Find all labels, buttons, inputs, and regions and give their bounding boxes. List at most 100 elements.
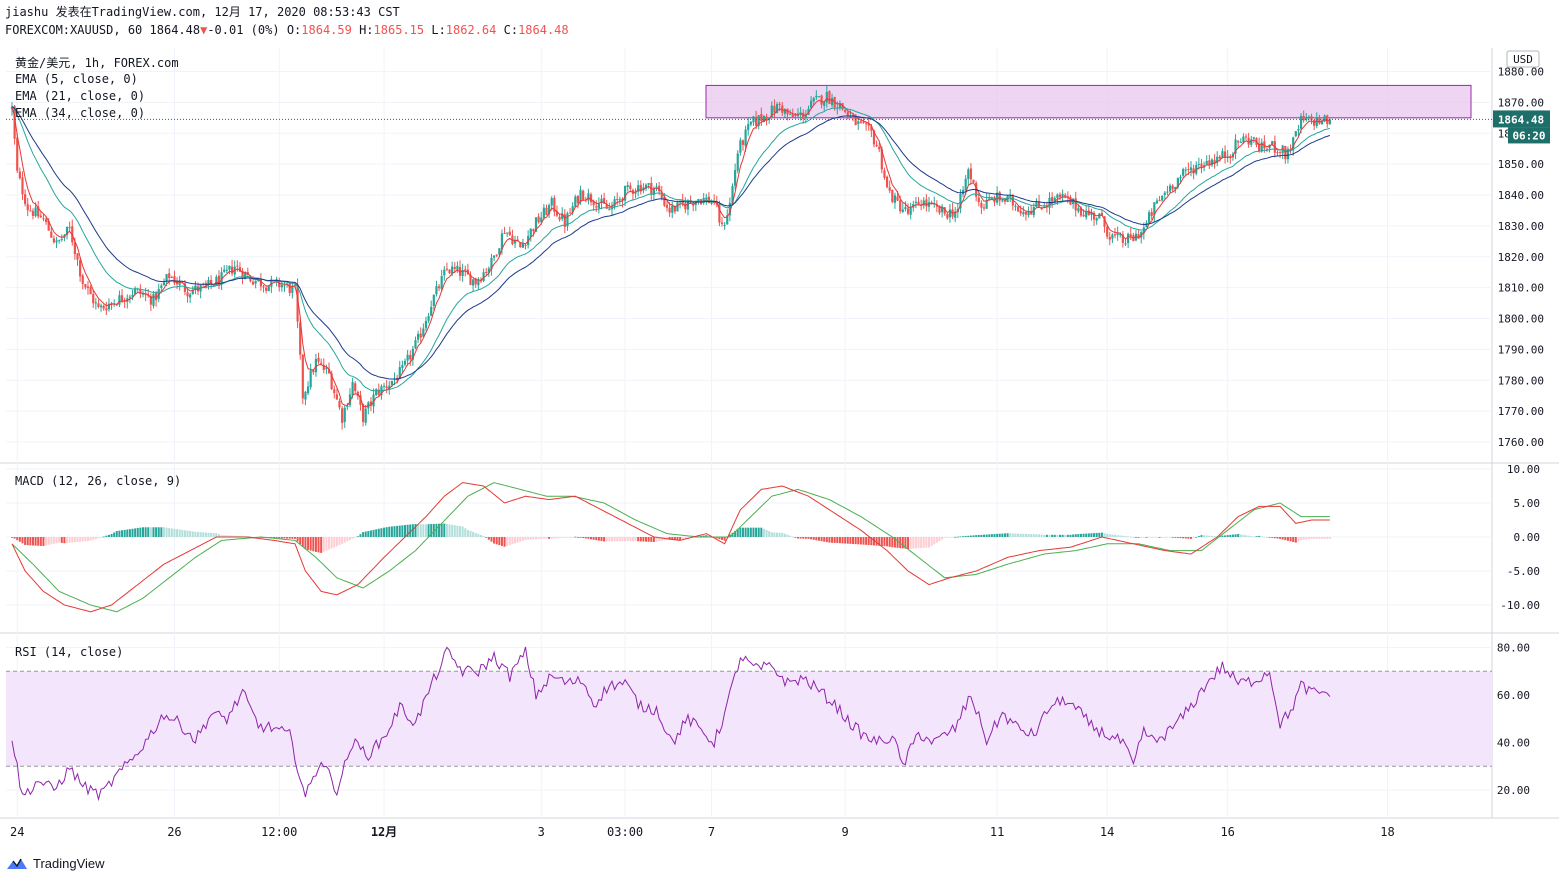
candle-body[interactable] (443, 269, 446, 276)
candle-body[interactable] (487, 268, 490, 273)
candle-body[interactable] (430, 306, 433, 316)
candle-body[interactable] (495, 254, 498, 256)
candle-body[interactable] (1061, 193, 1064, 197)
candle-body[interactable] (503, 232, 506, 234)
candle-body[interactable] (1271, 141, 1274, 145)
candle-body[interactable] (985, 199, 988, 209)
candle-body[interactable] (1155, 200, 1159, 204)
candle-body[interactable] (411, 348, 414, 360)
candle-body[interactable] (474, 278, 477, 285)
candle-body[interactable] (820, 95, 823, 105)
candle-body[interactable] (343, 407, 346, 422)
candle-body[interactable] (878, 146, 881, 150)
candle-body[interactable] (58, 239, 61, 241)
candle-body[interactable] (807, 108, 810, 115)
candle-body[interactable] (1082, 214, 1085, 217)
candle-body[interactable] (330, 373, 333, 390)
candle-body[interactable] (875, 144, 878, 147)
candle-body[interactable] (1315, 117, 1318, 126)
candle-body[interactable] (867, 123, 870, 126)
candle-body[interactable] (883, 170, 886, 178)
candle-body[interactable] (1299, 115, 1303, 129)
candle-body[interactable] (1258, 144, 1261, 151)
candle-body[interactable] (1184, 169, 1187, 171)
candle-body[interactable] (73, 242, 76, 255)
candle-body[interactable] (134, 288, 137, 295)
candle-body[interactable] (783, 109, 786, 114)
candle-body[interactable] (988, 198, 991, 201)
candle-body[interactable] (1001, 200, 1004, 202)
candle-body[interactable] (490, 257, 493, 270)
candle-body[interactable] (291, 285, 294, 293)
candle-body[interactable] (24, 194, 27, 204)
candle-body[interactable] (338, 400, 341, 408)
candle-body[interactable] (1098, 213, 1101, 219)
candle-body[interactable] (68, 227, 71, 229)
candle-body[interactable] (306, 386, 310, 394)
candle-body[interactable] (663, 196, 666, 206)
candle-body[interactable] (39, 215, 42, 218)
candle-body[interactable] (872, 130, 876, 145)
candle-body[interactable] (969, 168, 973, 180)
candle-body[interactable] (217, 275, 221, 286)
candle-body[interactable] (99, 305, 103, 308)
candle-body[interactable] (21, 177, 24, 195)
candle-body[interactable] (1305, 117, 1308, 121)
candle-body[interactable] (1051, 197, 1054, 202)
candle-body[interactable] (896, 196, 899, 201)
candle-body[interactable] (810, 100, 813, 108)
candle-body[interactable] (917, 201, 920, 206)
candle-body[interactable] (558, 216, 561, 220)
candle-body[interactable] (1161, 195, 1164, 201)
candle-body[interactable] (207, 280, 210, 286)
candle-body[interactable] (1176, 177, 1179, 188)
candle-body[interactable] (762, 115, 766, 123)
candle-body[interactable] (1174, 186, 1177, 190)
candle-body[interactable] (372, 394, 375, 407)
candle-body[interactable] (597, 204, 600, 209)
candle-body[interactable] (1276, 152, 1279, 154)
candle-body[interactable] (817, 96, 821, 98)
candle-body[interactable] (89, 287, 92, 295)
candle-body[interactable] (980, 202, 983, 208)
candle-body[interactable] (778, 103, 781, 105)
candle-body[interactable] (529, 228, 532, 237)
candle-body[interactable] (909, 207, 912, 215)
candle-body[interactable] (317, 357, 320, 362)
candle-body[interactable] (927, 202, 931, 207)
candle-body[interactable] (47, 220, 50, 231)
candle-body[interactable] (1100, 212, 1104, 216)
candle-body[interactable] (901, 209, 904, 212)
candle-body[interactable] (1119, 234, 1122, 236)
candle-body[interactable] (1260, 142, 1263, 152)
candle-body[interactable] (79, 260, 82, 277)
candle-body[interactable] (403, 360, 407, 365)
candle-body[interactable] (369, 401, 373, 406)
candle-body[interactable] (1182, 169, 1185, 176)
candle-body[interactable] (1192, 168, 1195, 174)
candle-body[interactable] (1168, 185, 1172, 192)
candle-body[interactable] (925, 199, 928, 207)
candle-body[interactable] (684, 203, 687, 210)
candle-body[interactable] (110, 302, 113, 304)
candle-body[interactable] (904, 207, 907, 210)
candle-body[interactable] (123, 300, 126, 302)
candle-body[interactable] (660, 192, 663, 198)
candle-body[interactable] (173, 276, 176, 284)
candle-body[interactable] (155, 292, 158, 301)
candle-body[interactable] (1037, 201, 1041, 207)
candle-body[interactable] (765, 116, 768, 121)
candle-body[interactable] (513, 240, 517, 244)
candle-body[interactable] (1058, 194, 1062, 198)
candle-body[interactable] (961, 189, 965, 195)
candle-body[interactable] (1237, 140, 1240, 143)
candle-body[interactable] (673, 206, 676, 212)
candle-body[interactable] (162, 282, 166, 286)
candle-body[interactable] (1129, 234, 1132, 237)
candle-body[interactable] (731, 186, 734, 204)
candle-body[interactable] (479, 280, 483, 282)
candle-body[interactable] (676, 202, 679, 212)
candle-body[interactable] (1022, 212, 1025, 215)
candle-body[interactable] (959, 194, 962, 209)
candle-body[interactable] (702, 197, 705, 203)
